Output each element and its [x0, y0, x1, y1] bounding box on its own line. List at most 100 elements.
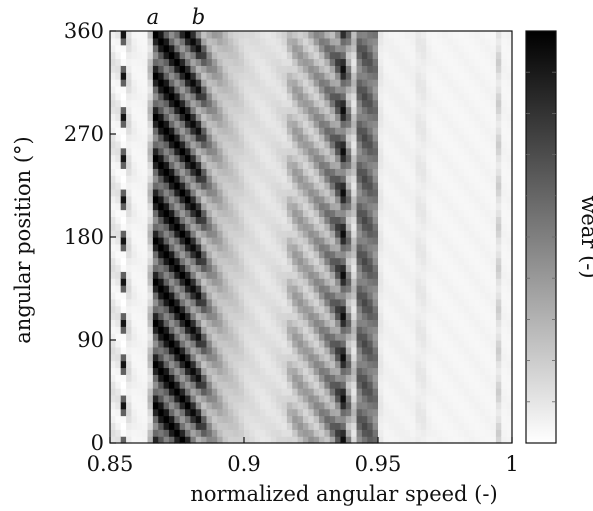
heatmap-cell [287, 409, 293, 416]
heatmap-cell [174, 230, 180, 237]
heatmap-cell [330, 333, 336, 340]
heatmap-cell [303, 196, 309, 203]
heatmap-cell [405, 422, 411, 429]
heatmap-cell [367, 65, 373, 72]
heatmap-cell [276, 258, 282, 265]
heatmap-cell [367, 237, 373, 244]
heatmap-cell [223, 31, 229, 38]
heatmap-cell [137, 374, 143, 381]
heatmap-cell [464, 141, 470, 148]
heatmap-cell [437, 388, 443, 395]
heatmap-cell [416, 38, 422, 45]
heatmap-cell [362, 258, 368, 265]
heatmap-cell [469, 148, 475, 155]
heatmap-cell [485, 58, 491, 65]
heatmap-cell [260, 264, 266, 271]
heatmap-cell [174, 409, 180, 416]
heatmap-cell [319, 203, 325, 210]
heatmap-cell [373, 148, 379, 155]
heatmap-cell [469, 210, 475, 217]
heatmap-cell [330, 216, 336, 223]
heatmap-cell [346, 65, 352, 72]
heatmap-cell [239, 313, 245, 320]
heatmap-cell [255, 319, 261, 326]
heatmap-cell [260, 216, 266, 223]
heatmap-cell [458, 182, 464, 189]
heatmap-cell [394, 141, 400, 148]
heatmap-cell [324, 107, 330, 114]
heatmap-cell [485, 161, 491, 168]
heatmap-cell [169, 388, 175, 395]
heatmap-cell [458, 107, 464, 114]
heatmap-cell [474, 333, 480, 340]
heatmap-cell [169, 395, 175, 402]
heatmap-cell [448, 264, 454, 271]
heatmap-cell [367, 258, 373, 265]
heatmap-cell [469, 72, 475, 79]
heatmap-cell [378, 292, 384, 299]
heatmap-cell [319, 347, 325, 354]
heatmap-cell [464, 100, 470, 107]
heatmap-cell [233, 148, 239, 155]
heatmap-cell [421, 148, 427, 155]
heatmap-cell [169, 333, 175, 340]
heatmap-cell [260, 223, 266, 230]
heatmap-cell [410, 141, 416, 148]
heatmap-cell [255, 367, 261, 374]
heatmap-cell [480, 107, 486, 114]
heatmap-cell [201, 416, 207, 423]
heatmap-cell [190, 422, 196, 429]
heatmap-cell [282, 175, 288, 182]
heatmap-cell [244, 395, 250, 402]
heatmap-cell [292, 237, 298, 244]
heatmap-cell [496, 271, 502, 278]
heatmap-cell [394, 306, 400, 313]
heatmap-cell [298, 306, 304, 313]
heatmap-cell [201, 223, 207, 230]
heatmap-cell [319, 45, 325, 52]
heatmap-cell [228, 161, 234, 168]
heatmap-cell [362, 107, 368, 114]
heatmap-cell [223, 196, 229, 203]
heatmap-cell [180, 223, 186, 230]
heatmap-cell [389, 347, 395, 354]
heatmap-cell [255, 203, 261, 210]
heatmap-cell [330, 278, 336, 285]
heatmap-cell [153, 422, 159, 429]
heatmap-cell [399, 422, 405, 429]
heatmap-cell [458, 45, 464, 52]
heatmap-cell [180, 134, 186, 141]
heatmap-cell [282, 319, 288, 326]
heatmap-cell [501, 340, 507, 347]
heatmap-cell [426, 182, 432, 189]
heatmap-cell [426, 100, 432, 107]
heatmap-cell [212, 86, 218, 93]
heatmap-cell [448, 313, 454, 320]
heatmap-cell [212, 141, 218, 148]
heatmap-cell [287, 216, 293, 223]
heatmap-cell [142, 86, 148, 93]
heatmap-cell [239, 402, 245, 409]
heatmap-cell [190, 72, 196, 79]
heatmap-cell [319, 216, 325, 223]
heatmap-cell [239, 395, 245, 402]
heatmap-cell [501, 182, 507, 189]
heatmap-cell [233, 216, 239, 223]
heatmap-cell [357, 388, 363, 395]
heatmap-cell [480, 210, 486, 217]
heatmap-cell [474, 65, 480, 72]
heatmap-cell [394, 313, 400, 320]
heatmap-cell [469, 388, 475, 395]
heatmap-cell [432, 134, 438, 141]
heatmap-cell [148, 100, 154, 107]
heatmap-cell [448, 175, 454, 182]
heatmap-cell [474, 79, 480, 86]
heatmap-cell [464, 223, 470, 230]
heatmap-cell [115, 361, 121, 368]
heatmap-cell [121, 100, 127, 107]
heatmap-cell [319, 271, 325, 278]
heatmap-cell [233, 203, 239, 210]
heatmap-cell [458, 340, 464, 347]
heatmap-cell [164, 292, 170, 299]
heatmap-cell [346, 196, 352, 203]
